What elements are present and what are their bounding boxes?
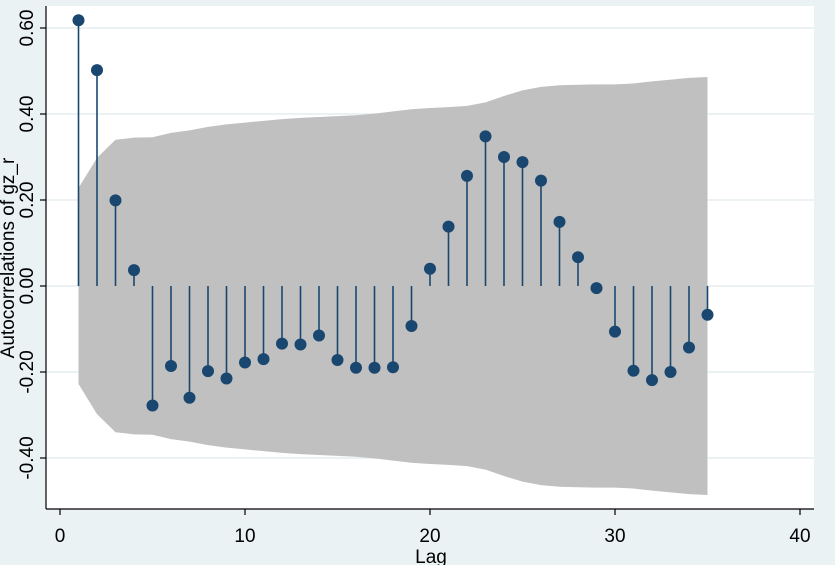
data-point	[498, 151, 510, 163]
data-point	[553, 215, 566, 228]
data-point	[72, 14, 85, 27]
x-tick-labels: 0 10 20 30 40	[55, 526, 811, 547]
stems	[77, 20, 709, 406]
data-point	[276, 337, 288, 350]
y-tick-label: -0.20	[17, 350, 38, 393]
data-point	[609, 325, 621, 338]
y-tick-label: 0.00	[17, 268, 38, 305]
axes	[40, 6, 814, 515]
data-point	[128, 264, 140, 277]
data-point	[646, 374, 658, 387]
y-tick-label: -0.40	[17, 436, 38, 479]
data-point	[590, 282, 603, 295]
data-point	[294, 338, 307, 351]
data-point	[701, 308, 714, 321]
data-point	[146, 399, 159, 412]
data-point	[91, 64, 103, 77]
data-point	[350, 361, 362, 374]
data-point	[387, 361, 399, 374]
x-tick-label: 0	[55, 526, 66, 547]
x-tick-label: 30	[604, 526, 625, 547]
data-point	[516, 156, 529, 169]
x-axis-title: Lag	[415, 547, 447, 565]
y-tick-label: 0.60	[17, 10, 38, 47]
data-point	[572, 251, 584, 264]
data-point	[165, 359, 177, 372]
data-point	[257, 353, 270, 366]
data-point	[313, 329, 325, 342]
x-tick-label: 10	[234, 526, 255, 547]
data-point	[331, 353, 344, 366]
data-points	[72, 14, 714, 412]
data-point	[627, 364, 640, 377]
data-point	[405, 319, 418, 332]
data-point	[479, 130, 492, 143]
y-tick-label: 0.40	[17, 96, 38, 133]
data-point	[202, 365, 214, 378]
data-point	[183, 391, 196, 404]
data-point	[424, 262, 436, 275]
data-point	[461, 169, 473, 182]
data-point	[664, 366, 677, 378]
data-point	[220, 372, 233, 385]
data-point	[683, 341, 695, 354]
data-point	[109, 194, 122, 207]
data-point	[442, 220, 455, 233]
data-point	[535, 174, 547, 187]
y-axis-title: Autocorrelations of gz_r	[0, 157, 19, 358]
y-tick-labels: -0.40 -0.20 0.00 0.20 0.40 0.60	[17, 10, 38, 480]
data-point	[239, 356, 251, 369]
x-tick-label: 40	[789, 526, 810, 547]
x-tick-label: 20	[419, 526, 440, 547]
data-point	[368, 361, 381, 374]
y-tick-label: 0.20	[17, 182, 38, 219]
